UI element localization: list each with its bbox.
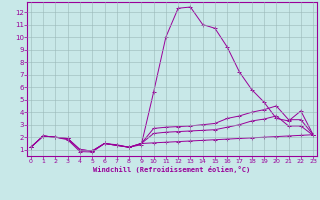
X-axis label: Windchill (Refroidissement éolien,°C): Windchill (Refroidissement éolien,°C) (93, 166, 251, 173)
